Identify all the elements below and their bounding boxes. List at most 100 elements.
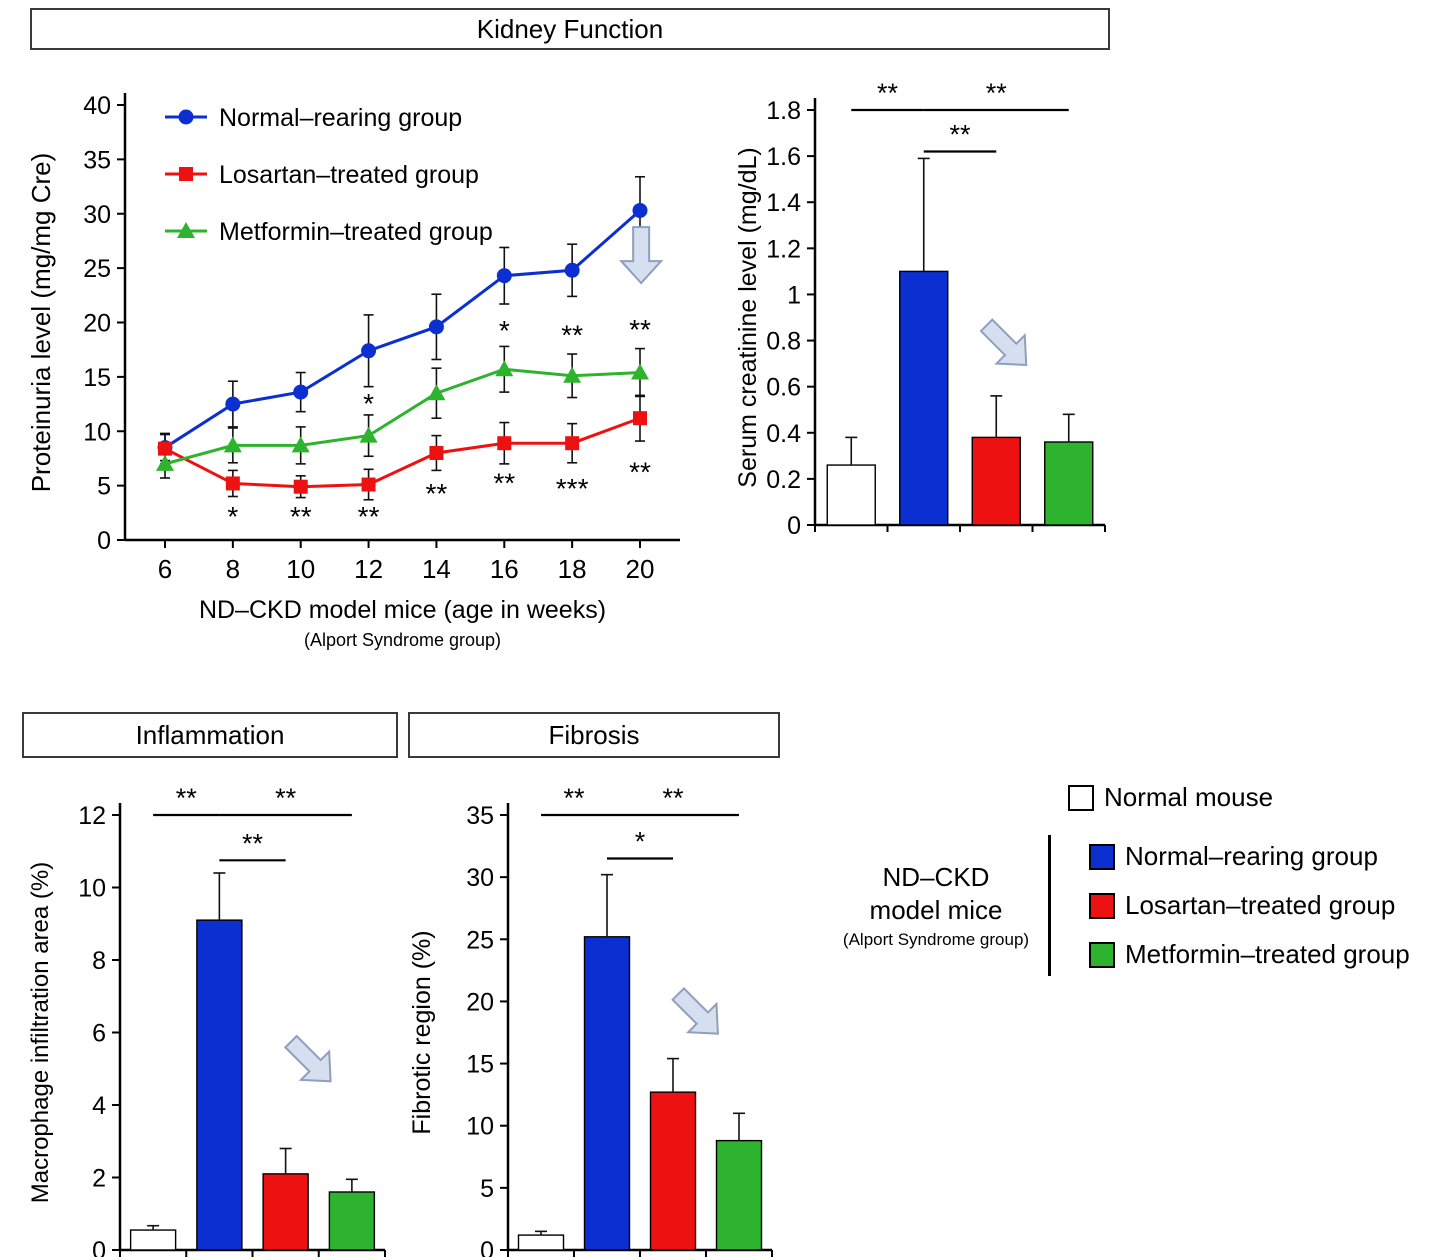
down-arrow bbox=[618, 226, 664, 285]
bar-3 bbox=[328, 1191, 376, 1251]
y-tick-label: 0.2 bbox=[766, 466, 801, 494]
losartan-swatch bbox=[1089, 892, 1115, 919]
y-tick-label: 10 bbox=[78, 875, 106, 903]
y-tick-label: 1.6 bbox=[766, 143, 801, 171]
nd-ckd-label-text: ND–CKD model mice bbox=[869, 862, 1003, 925]
y-tick-label: 20 bbox=[83, 310, 111, 338]
y-tick-label: 0 bbox=[480, 1237, 494, 1257]
legend-item-normal-mouse: Normal mouse bbox=[1068, 782, 1436, 813]
significance-marker: ** bbox=[563, 783, 585, 813]
down-arrow bbox=[671, 986, 719, 1035]
down-arrow bbox=[283, 1034, 332, 1083]
triangle-marker bbox=[631, 363, 649, 380]
chart-legend-label: Normal–rearing group bbox=[219, 104, 462, 132]
significance-marker: ** bbox=[629, 314, 651, 345]
y-tick-label: 40 bbox=[83, 92, 111, 120]
y-tick-label: 0 bbox=[97, 527, 111, 555]
y-tick-label: 5 bbox=[97, 473, 111, 501]
y-tick-label: 1.2 bbox=[766, 235, 801, 263]
significance-marker: * bbox=[363, 388, 374, 419]
x-axis-title: ND–CKD model mice (age in weeks) bbox=[199, 596, 606, 624]
square-marker bbox=[497, 436, 512, 451]
y-axis-title: Macrophage infiltration area (%) bbox=[27, 862, 54, 1204]
series-line bbox=[164, 416, 641, 489]
significance-marker: ** bbox=[242, 828, 264, 858]
y-tick-label: 15 bbox=[466, 1051, 494, 1079]
x-tick-label: 6 bbox=[158, 554, 172, 584]
kidney-function-title: Kidney Function bbox=[476, 13, 664, 44]
normal-rearing-label: Normal–rearing group bbox=[1125, 841, 1378, 871]
square-marker bbox=[565, 436, 580, 451]
y-tick-label: 5 bbox=[480, 1175, 494, 1203]
y-tick-label: 10 bbox=[466, 1113, 494, 1141]
circle-marker bbox=[564, 262, 580, 278]
significance-marker: ** bbox=[358, 501, 380, 532]
metformin-label: Metformin–treated group bbox=[1125, 939, 1410, 969]
proteinuria-line-chart: 0 5 10 15 20 25 30 35 40 Proteinuria level (mg/mg… bbox=[26, 92, 680, 650]
y-tick-label: 1 bbox=[787, 281, 801, 309]
significance-marker: ** bbox=[561, 319, 583, 350]
significance-marker: ** bbox=[493, 467, 515, 498]
significance-marker: ** bbox=[290, 501, 312, 532]
y-axis-title: Proteinuria level (mg/mg Cre) bbox=[26, 153, 56, 493]
triangle-marker bbox=[291, 436, 310, 453]
triangle-marker bbox=[359, 426, 378, 443]
metformin-swatch bbox=[1089, 941, 1115, 968]
y-tick-label: 35 bbox=[83, 146, 111, 174]
y-tick-label: 12 bbox=[78, 802, 106, 830]
y-tick-label: 30 bbox=[466, 864, 494, 892]
significance-marker: ** bbox=[662, 783, 684, 813]
legend-item-normal-rearing: Normal–rearing group bbox=[1089, 841, 1410, 872]
circle-marker bbox=[178, 109, 194, 125]
series-line bbox=[164, 367, 641, 466]
figure-legend: Normal mouse ND–CKD model mice (Alport S… bbox=[830, 782, 1436, 976]
square-marker bbox=[158, 441, 172, 456]
section-title-inflammation: Inflammation bbox=[22, 712, 398, 758]
square-marker bbox=[293, 479, 308, 494]
legend-bracket-bar bbox=[1048, 835, 1051, 976]
significance-marker: * bbox=[635, 827, 646, 857]
bar-0 bbox=[826, 464, 876, 526]
y-tick-label: 6 bbox=[92, 1020, 106, 1048]
x-tick-label: 8 bbox=[226, 554, 240, 584]
normal-mouse-label: Normal mouse bbox=[1104, 782, 1274, 812]
y-tick-label: 0 bbox=[92, 1237, 106, 1257]
nd-ckd-group-label: ND–CKD model mice (Alport Syndrome group… bbox=[830, 861, 1042, 950]
bar-2 bbox=[971, 436, 1021, 526]
y-axis-title: Fibrotic region (%) bbox=[408, 930, 436, 1134]
x-tick-label: 16 bbox=[490, 554, 519, 584]
y-tick-label: 0.4 bbox=[766, 420, 801, 448]
y-tick-label: 0 bbox=[787, 512, 801, 540]
square-marker bbox=[225, 476, 240, 491]
y-tick-label: 35 bbox=[466, 802, 494, 830]
significance-marker: ** bbox=[986, 78, 1008, 108]
triangle-marker bbox=[223, 436, 242, 453]
circle-marker bbox=[293, 384, 309, 400]
y-axis-title: Serum creatinine level (mg/dL) bbox=[734, 147, 762, 487]
y-tick-label: 15 bbox=[83, 364, 111, 392]
y-tick-label: 25 bbox=[83, 255, 111, 283]
triangle-marker bbox=[427, 384, 446, 401]
bar-1 bbox=[196, 919, 243, 1251]
y-tick-label: 30 bbox=[83, 201, 111, 229]
legend-item-metformin: Metformin–treated group bbox=[1089, 939, 1410, 970]
x-tick-label: 10 bbox=[286, 554, 315, 584]
legend-item-losartan: Losartan–treated group bbox=[1089, 890, 1410, 921]
x-tick-label: 20 bbox=[626, 554, 655, 584]
significance-marker: *** bbox=[556, 473, 589, 504]
significance-marker: ** bbox=[949, 120, 971, 150]
normal-mouse-swatch bbox=[1068, 784, 1094, 811]
significance-marker: ** bbox=[629, 456, 651, 487]
section-title-kidney-function: Kidney Function bbox=[30, 8, 1110, 50]
significance-marker: ** bbox=[176, 783, 198, 813]
triangle-marker bbox=[495, 360, 514, 377]
circle-marker bbox=[632, 202, 648, 218]
significance-marker: ** bbox=[275, 783, 297, 813]
y-tick-label: 0.6 bbox=[766, 374, 801, 402]
normal-rearing-swatch bbox=[1089, 843, 1115, 870]
x-tick-label: 12 bbox=[354, 554, 383, 584]
bar-3 bbox=[715, 1139, 763, 1251]
square-marker bbox=[361, 477, 376, 492]
